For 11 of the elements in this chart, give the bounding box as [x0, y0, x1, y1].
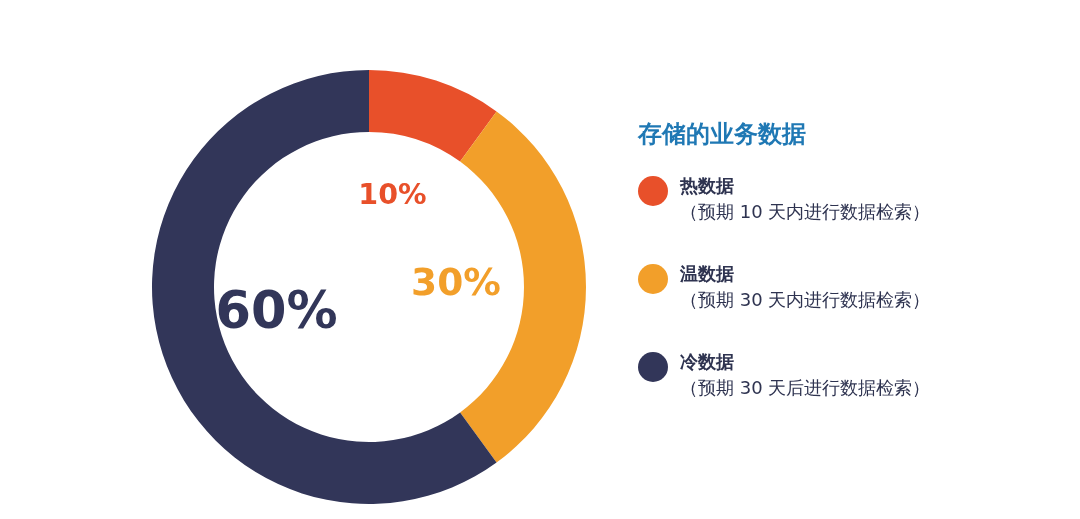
donut-slice	[369, 70, 497, 162]
data-label: 30%	[411, 260, 501, 304]
data-label: 60%	[215, 280, 338, 340]
legend-label: 冷数据	[680, 350, 735, 374]
text: （预期 30 天内进行数据检索）	[680, 288, 931, 312]
text: （预期 30 天后进行数据检索）	[680, 376, 931, 400]
data-label: 10%	[358, 178, 427, 211]
legend-title: 存储的业务数据	[638, 119, 807, 150]
legend-label: 热数据	[680, 174, 735, 198]
legend-label: 温数据	[680, 262, 735, 286]
text: （预期 10 天内进行数据检索）	[680, 200, 931, 224]
